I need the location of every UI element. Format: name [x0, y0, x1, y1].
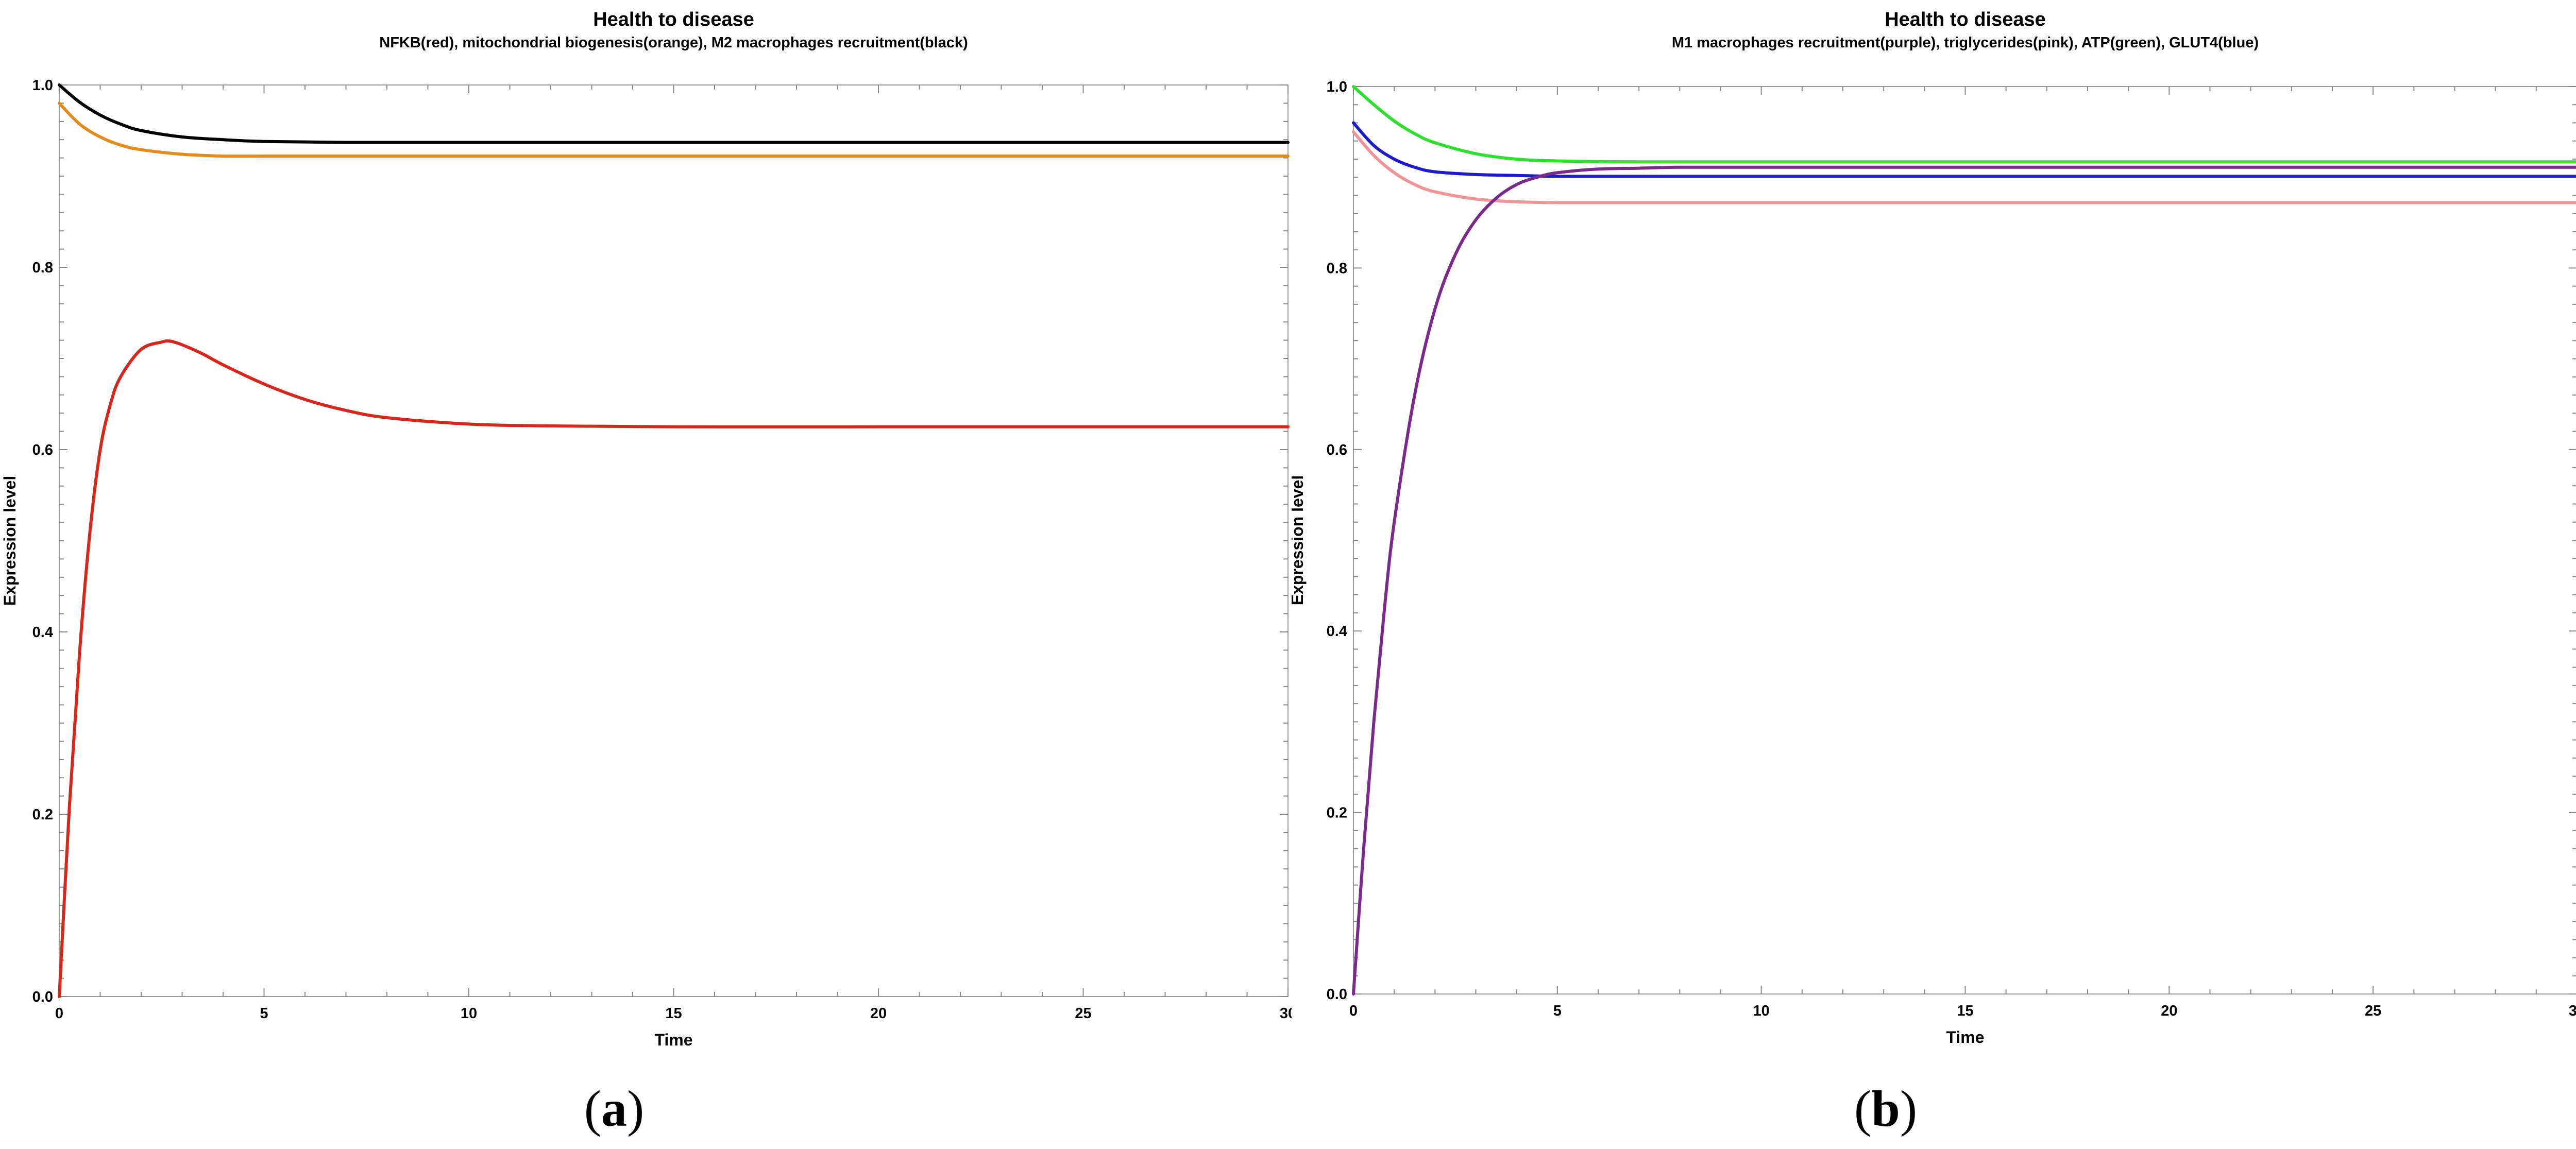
- chart-b-series-line-0: [1352, 85, 2576, 164]
- chart-a-y-axis-label: Expression level: [1, 476, 19, 606]
- chart-b-x-tick-label: 5: [1553, 1003, 1562, 1019]
- chart-a-x-tick-label: 0: [55, 1005, 63, 1022]
- panel-b-label: (b): [1854, 1080, 1918, 1137]
- chart-b-y-tick-label: 0.0: [1327, 986, 1347, 1003]
- chart-b-x-tick-label: 30: [2569, 1003, 2576, 1019]
- chart-b-x-tick-label: 0: [1349, 1003, 1358, 1019]
- chart-a-x-tick-label: 10: [461, 1005, 477, 1022]
- panel-b: Health to disease M1 macrophages recruitm…: [1292, 0, 2576, 1149]
- chart-b-plot-frame: [1353, 86, 2576, 994]
- chart-a-y-tick-label: 0.8: [32, 260, 53, 276]
- chart-a-x-tick-label: 25: [1075, 1005, 1091, 1022]
- chart-b-y-tick-label: 0.4: [1327, 623, 1347, 640]
- panel-a: Health to disease NFKB(red), mitochondria…: [1, 9, 1292, 1137]
- chart-b-series-line-3: [1352, 165, 2576, 996]
- chart-b-x-tick-label: 15: [1957, 1003, 1973, 1019]
- chart-a-x-tick-label: 5: [260, 1005, 268, 1022]
- chart-a-y-tick-label: 0.2: [32, 807, 53, 823]
- panel-a-label: (a): [584, 1080, 645, 1137]
- chart-b-title: Health to disease: [1885, 9, 2046, 30]
- chart-a-x-tick-label: 20: [870, 1005, 887, 1022]
- chart-b-subtitle: M1 macrophages recruitment(purple), trig…: [1672, 35, 2259, 51]
- chart-a-subtitle: NFKB(red), mitochondrial biogenesis(oran…: [379, 35, 968, 51]
- chart-b-x-tick-label: 25: [2365, 1003, 2381, 1019]
- chart-b-x-tick-label: 10: [1753, 1003, 1770, 1019]
- chart-b-y-tick-label: 0.6: [1327, 442, 1347, 458]
- chart-b: Health to disease M1 macrophages recruitm…: [1292, 9, 2576, 1047]
- chart-a-title: Health to disease: [593, 9, 754, 30]
- chart-b-y-tick-label: 1.0: [1327, 79, 1347, 95]
- chart-a-y-tick-label: 0.6: [32, 442, 53, 458]
- chart-b-series-line-2: [1352, 130, 2576, 204]
- chart-a-series-line-1: [58, 101, 1290, 158]
- chart-a-series-line-2: [58, 339, 1290, 998]
- chart-a-y-tick-label: 0.0: [32, 989, 53, 1005]
- panel-b-letter: b: [1871, 1080, 1900, 1137]
- chart-b-x-axis-label: Time: [1946, 1028, 1984, 1047]
- chart-a-y-tick-label: 1.0: [32, 77, 53, 94]
- chart-a-y-tick-label: 0.4: [32, 624, 53, 641]
- chart-b-y-tick-label: 0.8: [1327, 260, 1347, 277]
- chart-a-x-tick-label: 30: [1280, 1005, 1292, 1022]
- chart-a-x-axis-label: Time: [654, 1031, 692, 1049]
- chart-a: Health to disease NFKB(red), mitochondria…: [1, 9, 1292, 1049]
- chart-b-series-line-1: [1352, 121, 2576, 178]
- chart-a-x-tick-label: 15: [665, 1005, 682, 1022]
- chart-b-y-tick-label: 0.2: [1327, 805, 1347, 821]
- chart-a-series-line-0: [58, 83, 1290, 144]
- chart-b-y-axis-label: Expression level: [1292, 475, 1307, 606]
- chart-b-x-tick-label: 20: [2161, 1003, 2177, 1019]
- chart-a-plot-frame: [59, 84, 1289, 997]
- panel-a-letter: a: [601, 1080, 627, 1137]
